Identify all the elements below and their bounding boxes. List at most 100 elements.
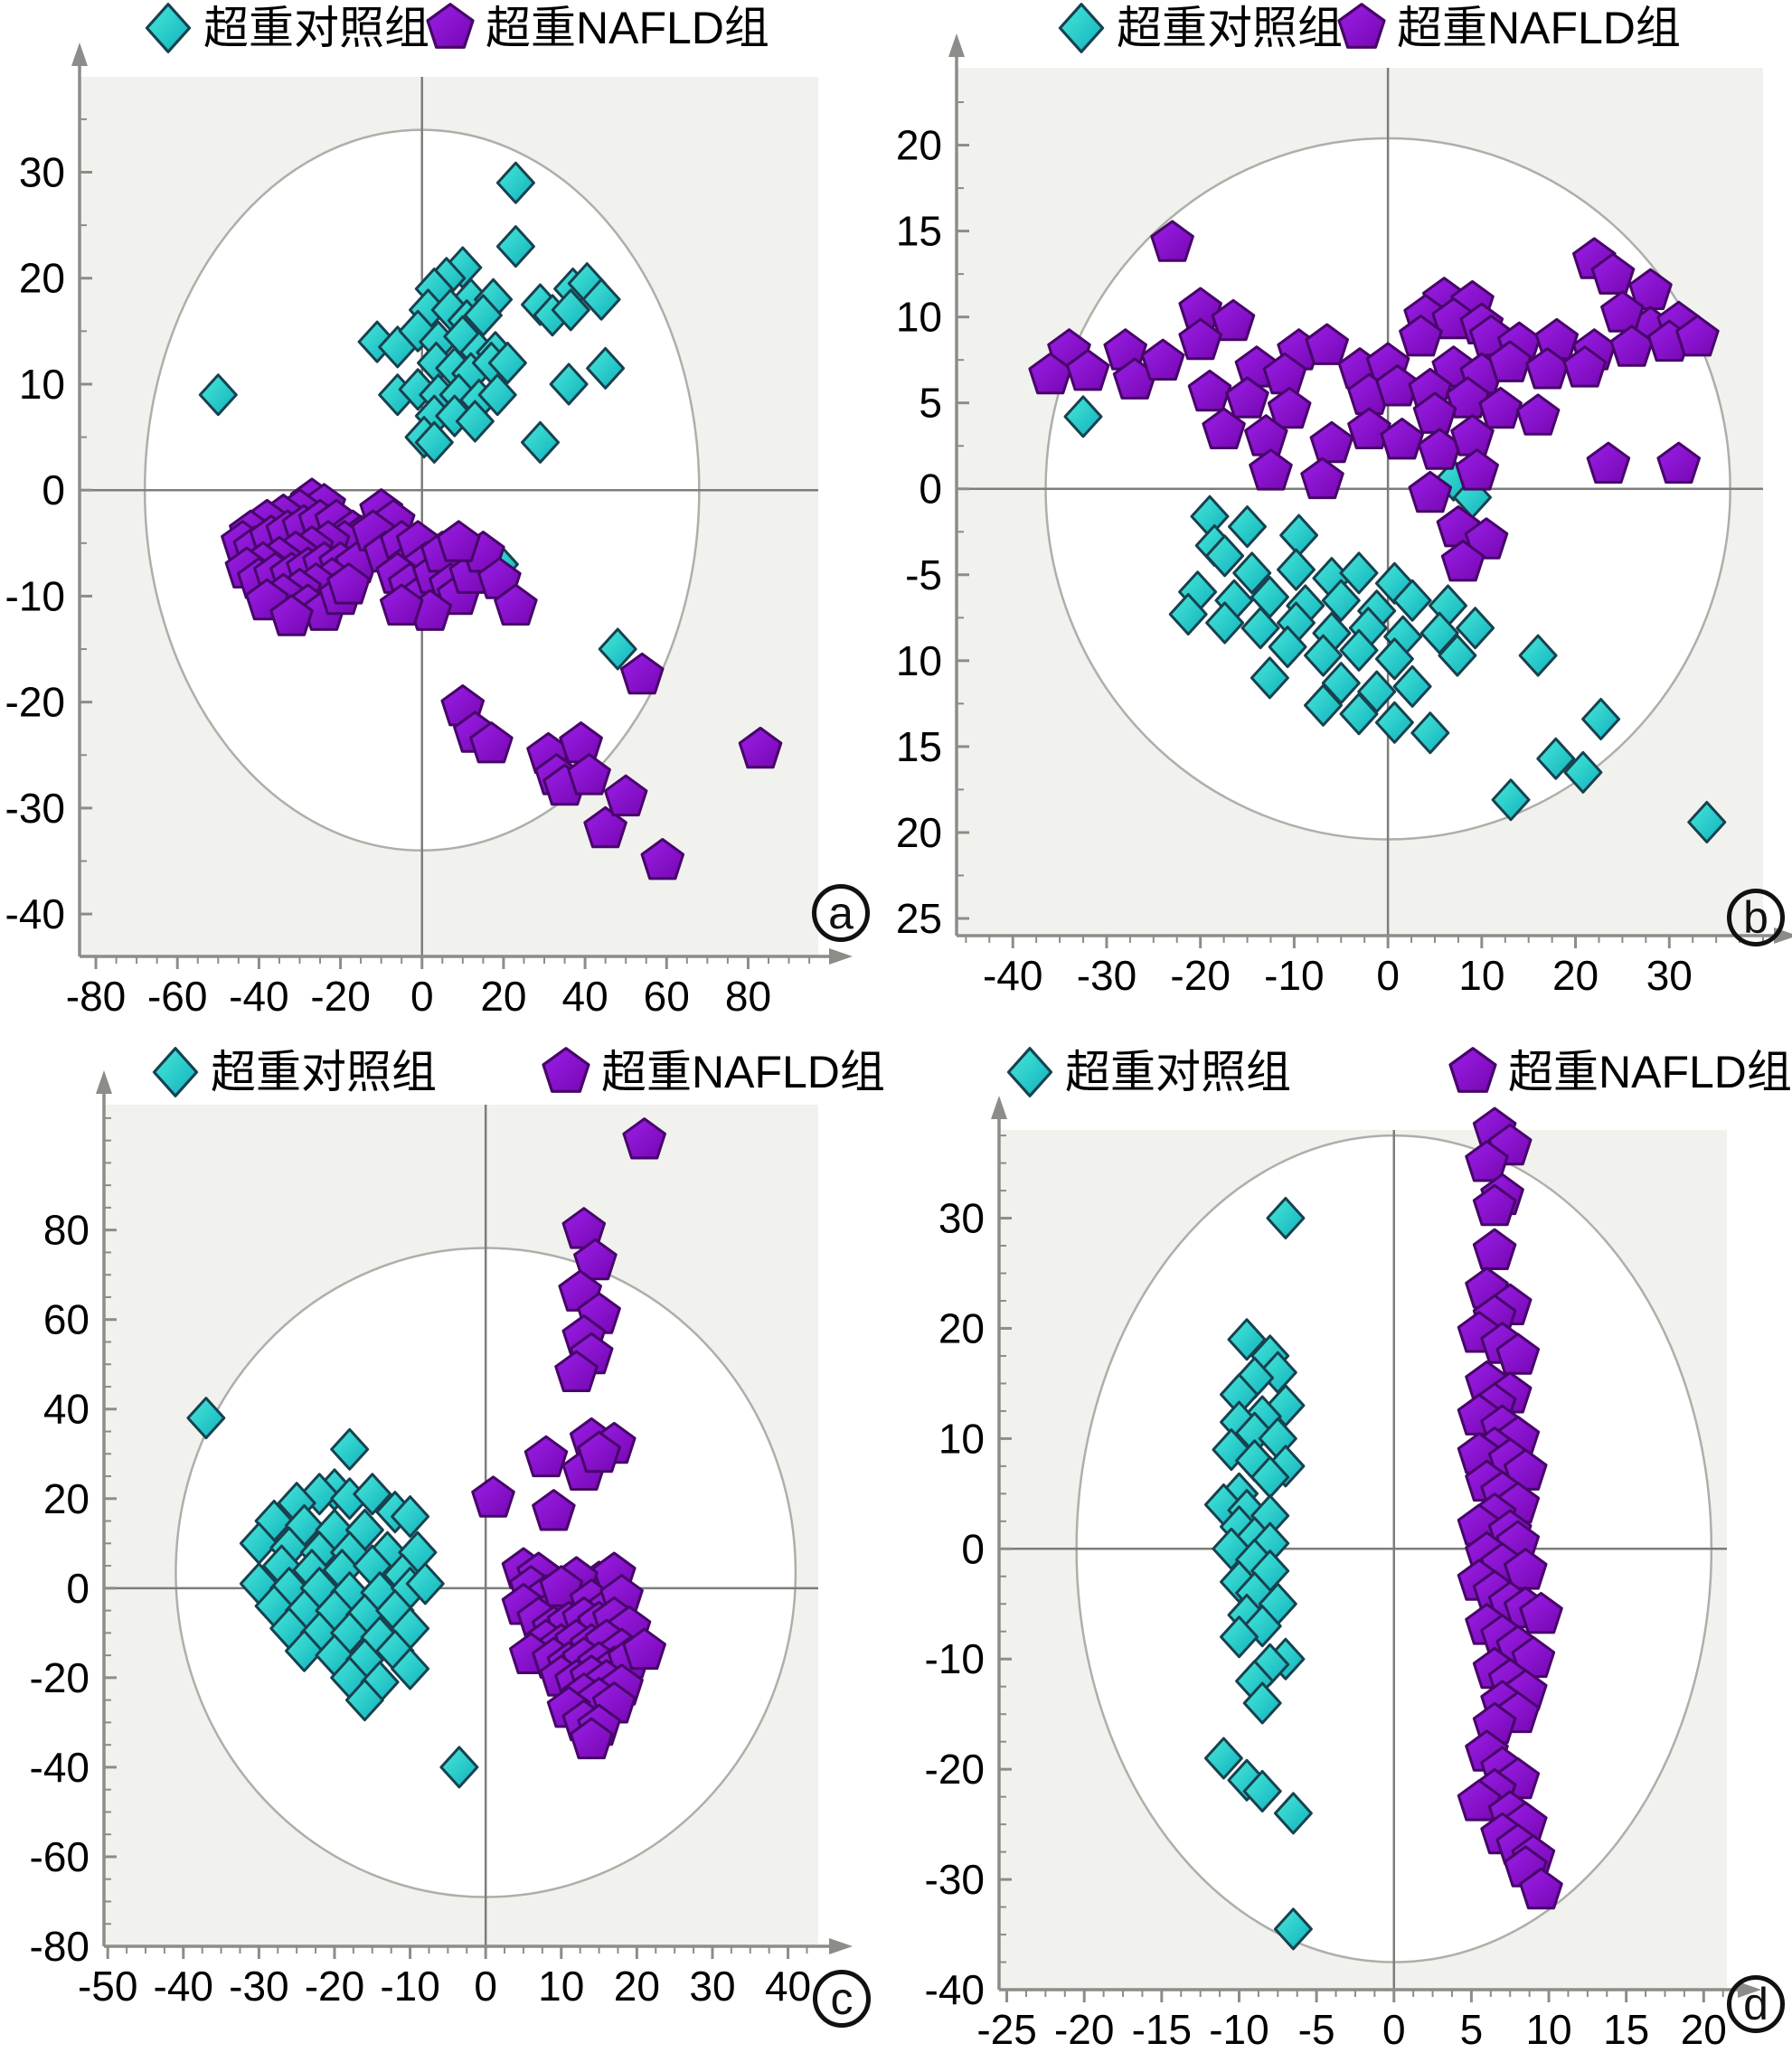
- data-point-nafld: [471, 1475, 515, 1518]
- data-point-nafld: [1519, 1867, 1563, 1910]
- data-point-control: [285, 1629, 324, 1672]
- data-point-nafld: [1656, 441, 1702, 484]
- tick-labels: -80 -60 -40 -20 0 20 40 60 80 -40 -30 -20 -10 0 10 20 30: [5, 149, 772, 1020]
- data-point-control: [1242, 1681, 1282, 1725]
- scatter-plot-b: -40 -30 -20 -10 0 10 20 30 -25 -20 -15 -10 -5 0 5 10 15 2…: [895, 33, 1792, 999]
- control-diamond-icon: [145, 3, 192, 53]
- x-tick-label: -20: [1054, 2006, 1114, 2053]
- x-tick-label: -80: [66, 973, 126, 1020]
- subplot-c: -50 -40 -30 -20 -10 0 10 20 30 40 -80 -60 -40 -20 0 20 4…: [0, 1026, 895, 2062]
- y-tick-label: 40: [43, 1386, 90, 1433]
- data-point-control: [1374, 637, 1414, 681]
- data-point-nafld: [1305, 323, 1350, 365]
- legend-item-control: 超重对照组: [142, 2, 429, 54]
- data-point-nafld: [577, 1430, 621, 1474]
- data-point-control: [1240, 607, 1280, 650]
- x-tick-label: 5: [1460, 2006, 1484, 2053]
- y-tick-label: 60: [43, 1296, 90, 1343]
- data-point-control: [1438, 634, 1477, 677]
- control-diamond-icon: [152, 1047, 199, 1097]
- x-axis-arrow-icon: [829, 948, 853, 965]
- plot-letter-b-text: b: [1743, 892, 1768, 943]
- plot-letter-c-text: c: [830, 1973, 854, 2024]
- data-point-nafld: [1495, 1332, 1541, 1375]
- data-point-nafld: [1440, 540, 1485, 582]
- data-point-nafld: [1472, 1228, 1517, 1271]
- data-point-nafld: [1600, 290, 1645, 333]
- x-tick-label: -40: [154, 1963, 213, 2010]
- nafld-pentagon-icon: [426, 3, 475, 49]
- x-tick-label: 0: [1382, 2006, 1406, 2053]
- y-tick-label: 10: [19, 361, 65, 408]
- data-point-nafld: [1465, 1140, 1509, 1182]
- pentagon-icon: [1337, 3, 1386, 49]
- series-control: [1203, 1197, 1313, 1951]
- data-point-nafld: [1399, 315, 1443, 357]
- diamond-icon: [152, 1047, 199, 1097]
- y-tick-label: 30: [19, 149, 65, 196]
- x-tick-label: 40: [562, 973, 608, 1020]
- data-point-control: [1339, 628, 1379, 672]
- y-tick-label: -40: [30, 1744, 90, 1791]
- data-point-nafld: [523, 1435, 569, 1478]
- data-point-control: [1374, 701, 1414, 744]
- data-point-control: [391, 1495, 430, 1539]
- tick-labels: -25 -20 -15 -10 -5 0 5 10 15 20 -40 -30 -20 -10 0 10 20 3…: [925, 1195, 1727, 2053]
- x-tick-label: 80: [725, 973, 771, 1020]
- data-point-control: [198, 373, 238, 417]
- y-tick-label: 20: [19, 255, 65, 302]
- control-diamond-icon: [1058, 3, 1105, 53]
- nafld-pentagon-icon: [542, 1047, 590, 1093]
- data-point-nafld: [494, 583, 538, 626]
- data-point-nafld: [1249, 448, 1293, 491]
- x-tick-label: -20: [310, 973, 370, 1020]
- data-point-control: [1392, 579, 1432, 622]
- data-point-nafld: [622, 1627, 667, 1671]
- x-tick-label: -30: [1077, 952, 1137, 999]
- data-point-control: [1203, 1737, 1243, 1780]
- x-tick-label: -60: [147, 973, 207, 1020]
- data-point-nafld: [583, 805, 627, 849]
- x-tick-label: 20: [480, 973, 526, 1020]
- x-axis-arrow-icon: [829, 1938, 853, 1954]
- data-point-nafld: [1065, 349, 1110, 391]
- legend-label-control: 超重对照组: [211, 1047, 437, 1097]
- tick-marks: [999, 1135, 1724, 2002]
- data-point-nafld: [1202, 407, 1246, 450]
- data-point-control: [1410, 711, 1450, 755]
- data-point-control: [1339, 692, 1379, 736]
- y-tick-label: 5: [919, 380, 942, 427]
- y-tick-label: 80: [43, 1207, 90, 1254]
- tick-marks: [104, 1116, 808, 1959]
- data-point-nafld: [1187, 369, 1232, 412]
- pentagon-icon: [426, 3, 475, 49]
- data-point-nafld: [1515, 393, 1561, 436]
- data-point-control: [551, 288, 590, 332]
- y-tick-label: 10: [938, 1415, 985, 1462]
- x-tick-label: -20: [1170, 952, 1230, 999]
- data-point-nafld: [469, 721, 514, 764]
- x-tick-label: 0: [474, 1963, 497, 2010]
- x-tick-label: 20: [614, 1963, 660, 2010]
- data-point-control: [1321, 662, 1361, 705]
- data-point-nafld: [1225, 376, 1269, 419]
- legend-item-nafld: 超重NAFLD组: [540, 1046, 885, 1098]
- data-point-control: [1205, 601, 1245, 645]
- legend-label-nafld: 超重NAFLD组: [486, 3, 769, 53]
- legend-label-nafld: 超重NAFLD组: [601, 1047, 885, 1097]
- legend-item-nafld: 超重NAFLD组: [1335, 2, 1681, 54]
- data-point-nafld: [1150, 220, 1194, 262]
- x-tick-label: 10: [538, 1963, 584, 2010]
- data-point-control: [521, 420, 560, 464]
- x-tick-label: 0: [410, 973, 434, 1020]
- subplot-b: -40 -30 -20 -10 0 10 20 30 -25 -20 -15 -10 -5 0 5 10 15 2…: [895, 0, 1792, 1026]
- y-tick-label: -25: [895, 895, 942, 942]
- x-tick-label: -5: [1298, 2006, 1335, 2053]
- x-tick-label: 20: [1681, 2006, 1727, 2053]
- data-point-control: [1250, 656, 1289, 700]
- data-point-control: [1419, 611, 1459, 654]
- data-point-nafld: [619, 652, 665, 695]
- y-tick-label: 15: [896, 208, 942, 255]
- data-point-control: [455, 400, 495, 443]
- y-tick-label: 20: [43, 1475, 90, 1522]
